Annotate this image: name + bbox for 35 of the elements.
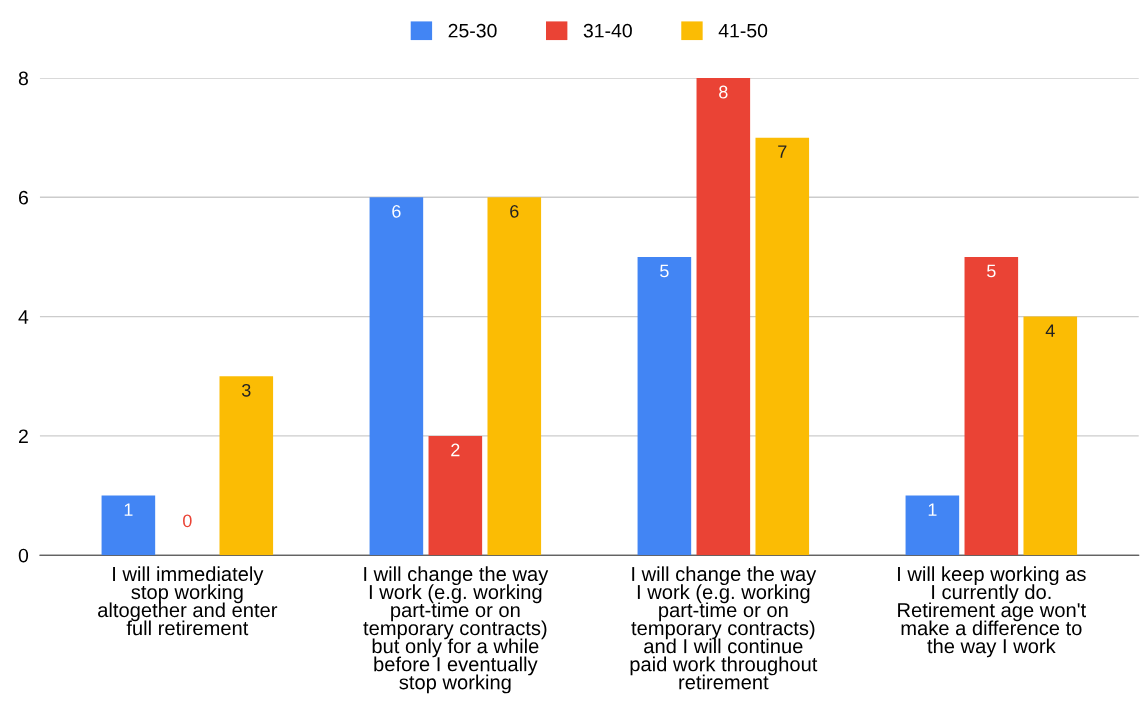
data-label: 7 bbox=[778, 145, 787, 158]
data-label: 4 bbox=[1045, 324, 1055, 337]
bar bbox=[101, 495, 156, 556]
x-tick-label: I will immediately stop working altogether and enter full retirement bbox=[98, 566, 278, 636]
bar bbox=[487, 197, 542, 556]
data-label: 5 bbox=[660, 264, 669, 278]
data-label: 6 bbox=[510, 204, 519, 218]
bar bbox=[964, 256, 1019, 556]
legend-label: 41-50 bbox=[718, 23, 768, 38]
bar bbox=[428, 435, 483, 556]
y-tick-label: 2 bbox=[18, 429, 28, 443]
bar bbox=[755, 137, 810, 556]
data-label: 6 bbox=[392, 204, 401, 218]
x-tick-label: I will change the way I work (e.g. working part-time or on temporary contracts) but only for a while before I eventually stop working bbox=[363, 566, 549, 694]
data-label: 0 bbox=[183, 514, 192, 528]
legend-label: 25-30 bbox=[448, 23, 497, 38]
y-tick-label: 0 bbox=[18, 548, 29, 563]
x-tick-label: I will change the way I work (e.g. working part-time or on temporary contracts) and I will continue paid work throughout retirement bbox=[630, 566, 818, 690]
x-tick-label: I will keep working as I currently do. Retirement age won't make a difference to the way I work bbox=[898, 566, 1087, 658]
bar bbox=[369, 197, 424, 556]
bar bbox=[696, 77, 751, 556]
bar bbox=[905, 495, 960, 556]
legend-label: 31-40 bbox=[583, 23, 632, 38]
data-label: 1 bbox=[124, 503, 133, 516]
bar bbox=[219, 376, 274, 556]
y-tick-label: 4 bbox=[18, 310, 29, 324]
data-label: 3 bbox=[241, 383, 251, 397]
y-tick-label: 8 bbox=[18, 71, 28, 86]
data-label: 1 bbox=[928, 503, 937, 516]
data-label: 8 bbox=[719, 85, 728, 99]
bar bbox=[1023, 316, 1078, 556]
bar bbox=[637, 256, 692, 556]
y-tick-label: 6 bbox=[19, 190, 28, 205]
data-label: 5 bbox=[987, 264, 996, 278]
data-label: 2 bbox=[451, 443, 460, 457]
